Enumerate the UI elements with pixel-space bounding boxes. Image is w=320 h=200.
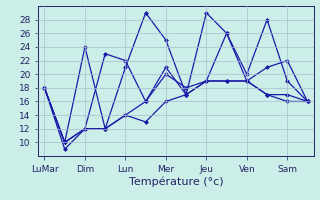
X-axis label: Température (°c): Température (°c): [129, 177, 223, 187]
